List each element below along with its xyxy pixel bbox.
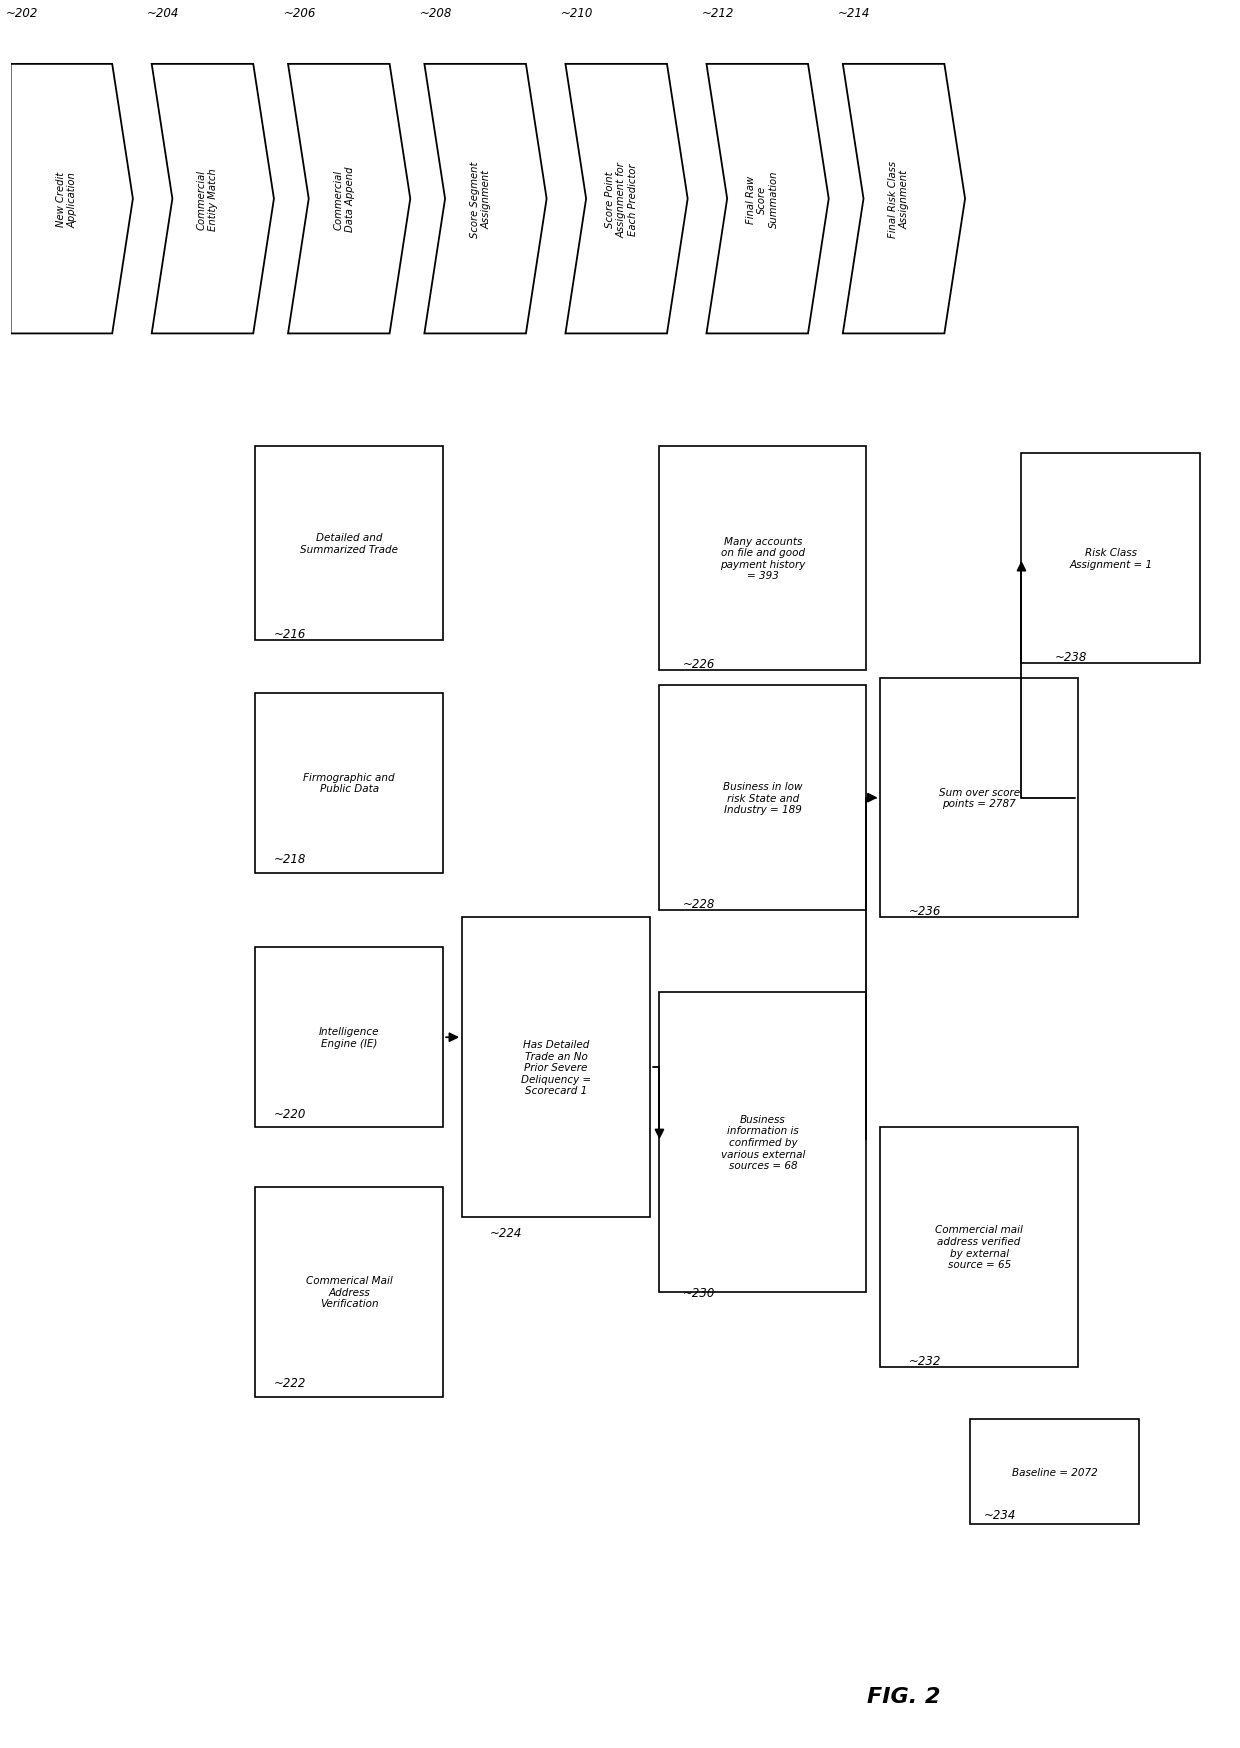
Text: Commercial
Data Append: Commercial Data Append [334,166,355,232]
Text: New Credit
Application: New Credit Application [56,171,77,227]
Text: Commerical Mail
Address
Verification: Commerical Mail Address Verification [306,1276,393,1309]
FancyBboxPatch shape [463,918,650,1217]
Text: FIG. 2: FIG. 2 [867,1687,941,1706]
Text: Final Raw
Score
Summation: Final Raw Score Summation [745,171,779,229]
FancyBboxPatch shape [970,1419,1140,1524]
Polygon shape [424,65,547,334]
Text: ~202: ~202 [6,7,38,19]
FancyBboxPatch shape [1022,454,1200,664]
Text: ~234: ~234 [983,1509,1017,1521]
Text: ~232: ~232 [909,1355,941,1367]
Text: Detailed and
Summarized Trade: Detailed and Summarized Trade [300,533,398,554]
Text: ~224: ~224 [490,1227,522,1239]
Text: Score Segment
Assignment: Score Segment Assignment [470,161,491,238]
Text: Commercial
Entity Match: Commercial Entity Match [197,168,218,231]
Text: ~230: ~230 [683,1287,715,1299]
Polygon shape [11,65,133,334]
FancyBboxPatch shape [255,1187,443,1397]
Text: ~226: ~226 [683,657,715,671]
Text: Sum over score
points = 2787: Sum over score points = 2787 [939,787,1019,809]
Text: ~210: ~210 [560,7,593,19]
Text: Score Point
Assignment for
Each Predictor: Score Point Assignment for Each Predicto… [605,161,637,238]
Polygon shape [707,65,828,334]
Text: Baseline = 2072: Baseline = 2072 [1012,1467,1097,1477]
Text: Commercial mail
address verified
by external
source = 65: Commercial mail address verified by exte… [935,1225,1023,1269]
Text: Firmographic and
Public Data: Firmographic and Public Data [304,773,396,794]
Polygon shape [565,65,688,334]
Text: ~222: ~222 [274,1376,306,1390]
FancyBboxPatch shape [255,947,443,1127]
FancyBboxPatch shape [880,1127,1078,1367]
Text: Business
information is
confirmed by
various external
sources = 68: Business information is confirmed by var… [720,1113,805,1171]
Text: ~214: ~214 [838,7,870,19]
Text: ~206: ~206 [283,7,316,19]
Text: ~208: ~208 [419,7,453,19]
Text: Risk Class
Assignment = 1: Risk Class Assignment = 1 [1069,547,1152,570]
Polygon shape [151,65,274,334]
FancyBboxPatch shape [255,446,443,642]
FancyBboxPatch shape [255,694,443,872]
Text: ~236: ~236 [909,905,941,918]
Text: Business in low
risk State and
Industry = 189: Business in low risk State and Industry … [723,781,802,815]
Text: ~220: ~220 [274,1106,306,1120]
Text: ~228: ~228 [683,897,715,911]
Polygon shape [843,65,965,334]
FancyBboxPatch shape [660,685,867,911]
Text: ~212: ~212 [702,7,734,19]
Text: Has Detailed
Trade an No
Prior Severe
Deliquency =
Scorecard 1: Has Detailed Trade an No Prior Severe De… [521,1040,591,1096]
Text: Many accounts
on file and good
payment history
= 393: Many accounts on file and good payment h… [720,537,806,580]
Text: Final Risk Class
Assignment: Final Risk Class Assignment [888,161,910,238]
FancyBboxPatch shape [660,993,867,1292]
Text: ~218: ~218 [274,853,306,865]
Text: ~204: ~204 [148,7,180,19]
Polygon shape [288,65,410,334]
Text: ~216: ~216 [274,628,306,642]
FancyBboxPatch shape [880,678,1078,918]
FancyBboxPatch shape [660,446,867,671]
Text: ~238: ~238 [1054,650,1086,664]
Text: Intelligence
Engine (IE): Intelligence Engine (IE) [319,1026,379,1049]
